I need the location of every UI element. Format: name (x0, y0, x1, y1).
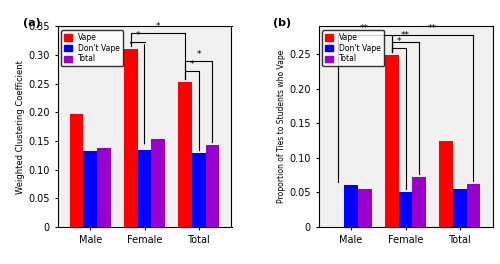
Bar (344, 185, 358, 227)
Bar (440, 140, 453, 227)
Bar (453, 189, 466, 227)
Text: (a): (a) (22, 18, 40, 28)
Bar (358, 189, 372, 227)
Text: *: * (156, 22, 160, 31)
Bar (206, 145, 220, 227)
Legend: Vape, Don't Vape, Total: Vape, Don't Vape, Total (62, 30, 123, 66)
Bar (385, 55, 398, 227)
Bar (466, 184, 480, 227)
Text: *: * (196, 50, 201, 59)
Bar (178, 82, 192, 227)
Bar (412, 177, 426, 227)
Bar (97, 148, 110, 227)
Text: **: ** (401, 31, 410, 40)
Text: *: * (396, 37, 401, 46)
Text: **: ** (360, 24, 369, 33)
Bar (398, 192, 412, 227)
Bar (138, 150, 151, 227)
Legend: Vape, Don't Vape, Total: Vape, Don't Vape, Total (322, 30, 384, 66)
Text: *: * (136, 31, 140, 40)
Y-axis label: Weighted Clustering Coefficient: Weighted Clustering Coefficient (16, 60, 26, 194)
Bar (124, 49, 138, 227)
Text: *: * (190, 60, 194, 69)
Y-axis label: Proportion of Ties to Students who Vape: Proportion of Ties to Students who Vape (278, 50, 286, 203)
Bar (70, 114, 84, 227)
Bar (84, 151, 97, 227)
Text: **: ** (428, 24, 437, 33)
Bar (192, 153, 205, 227)
Bar (152, 139, 165, 227)
Text: (b): (b) (274, 18, 291, 28)
